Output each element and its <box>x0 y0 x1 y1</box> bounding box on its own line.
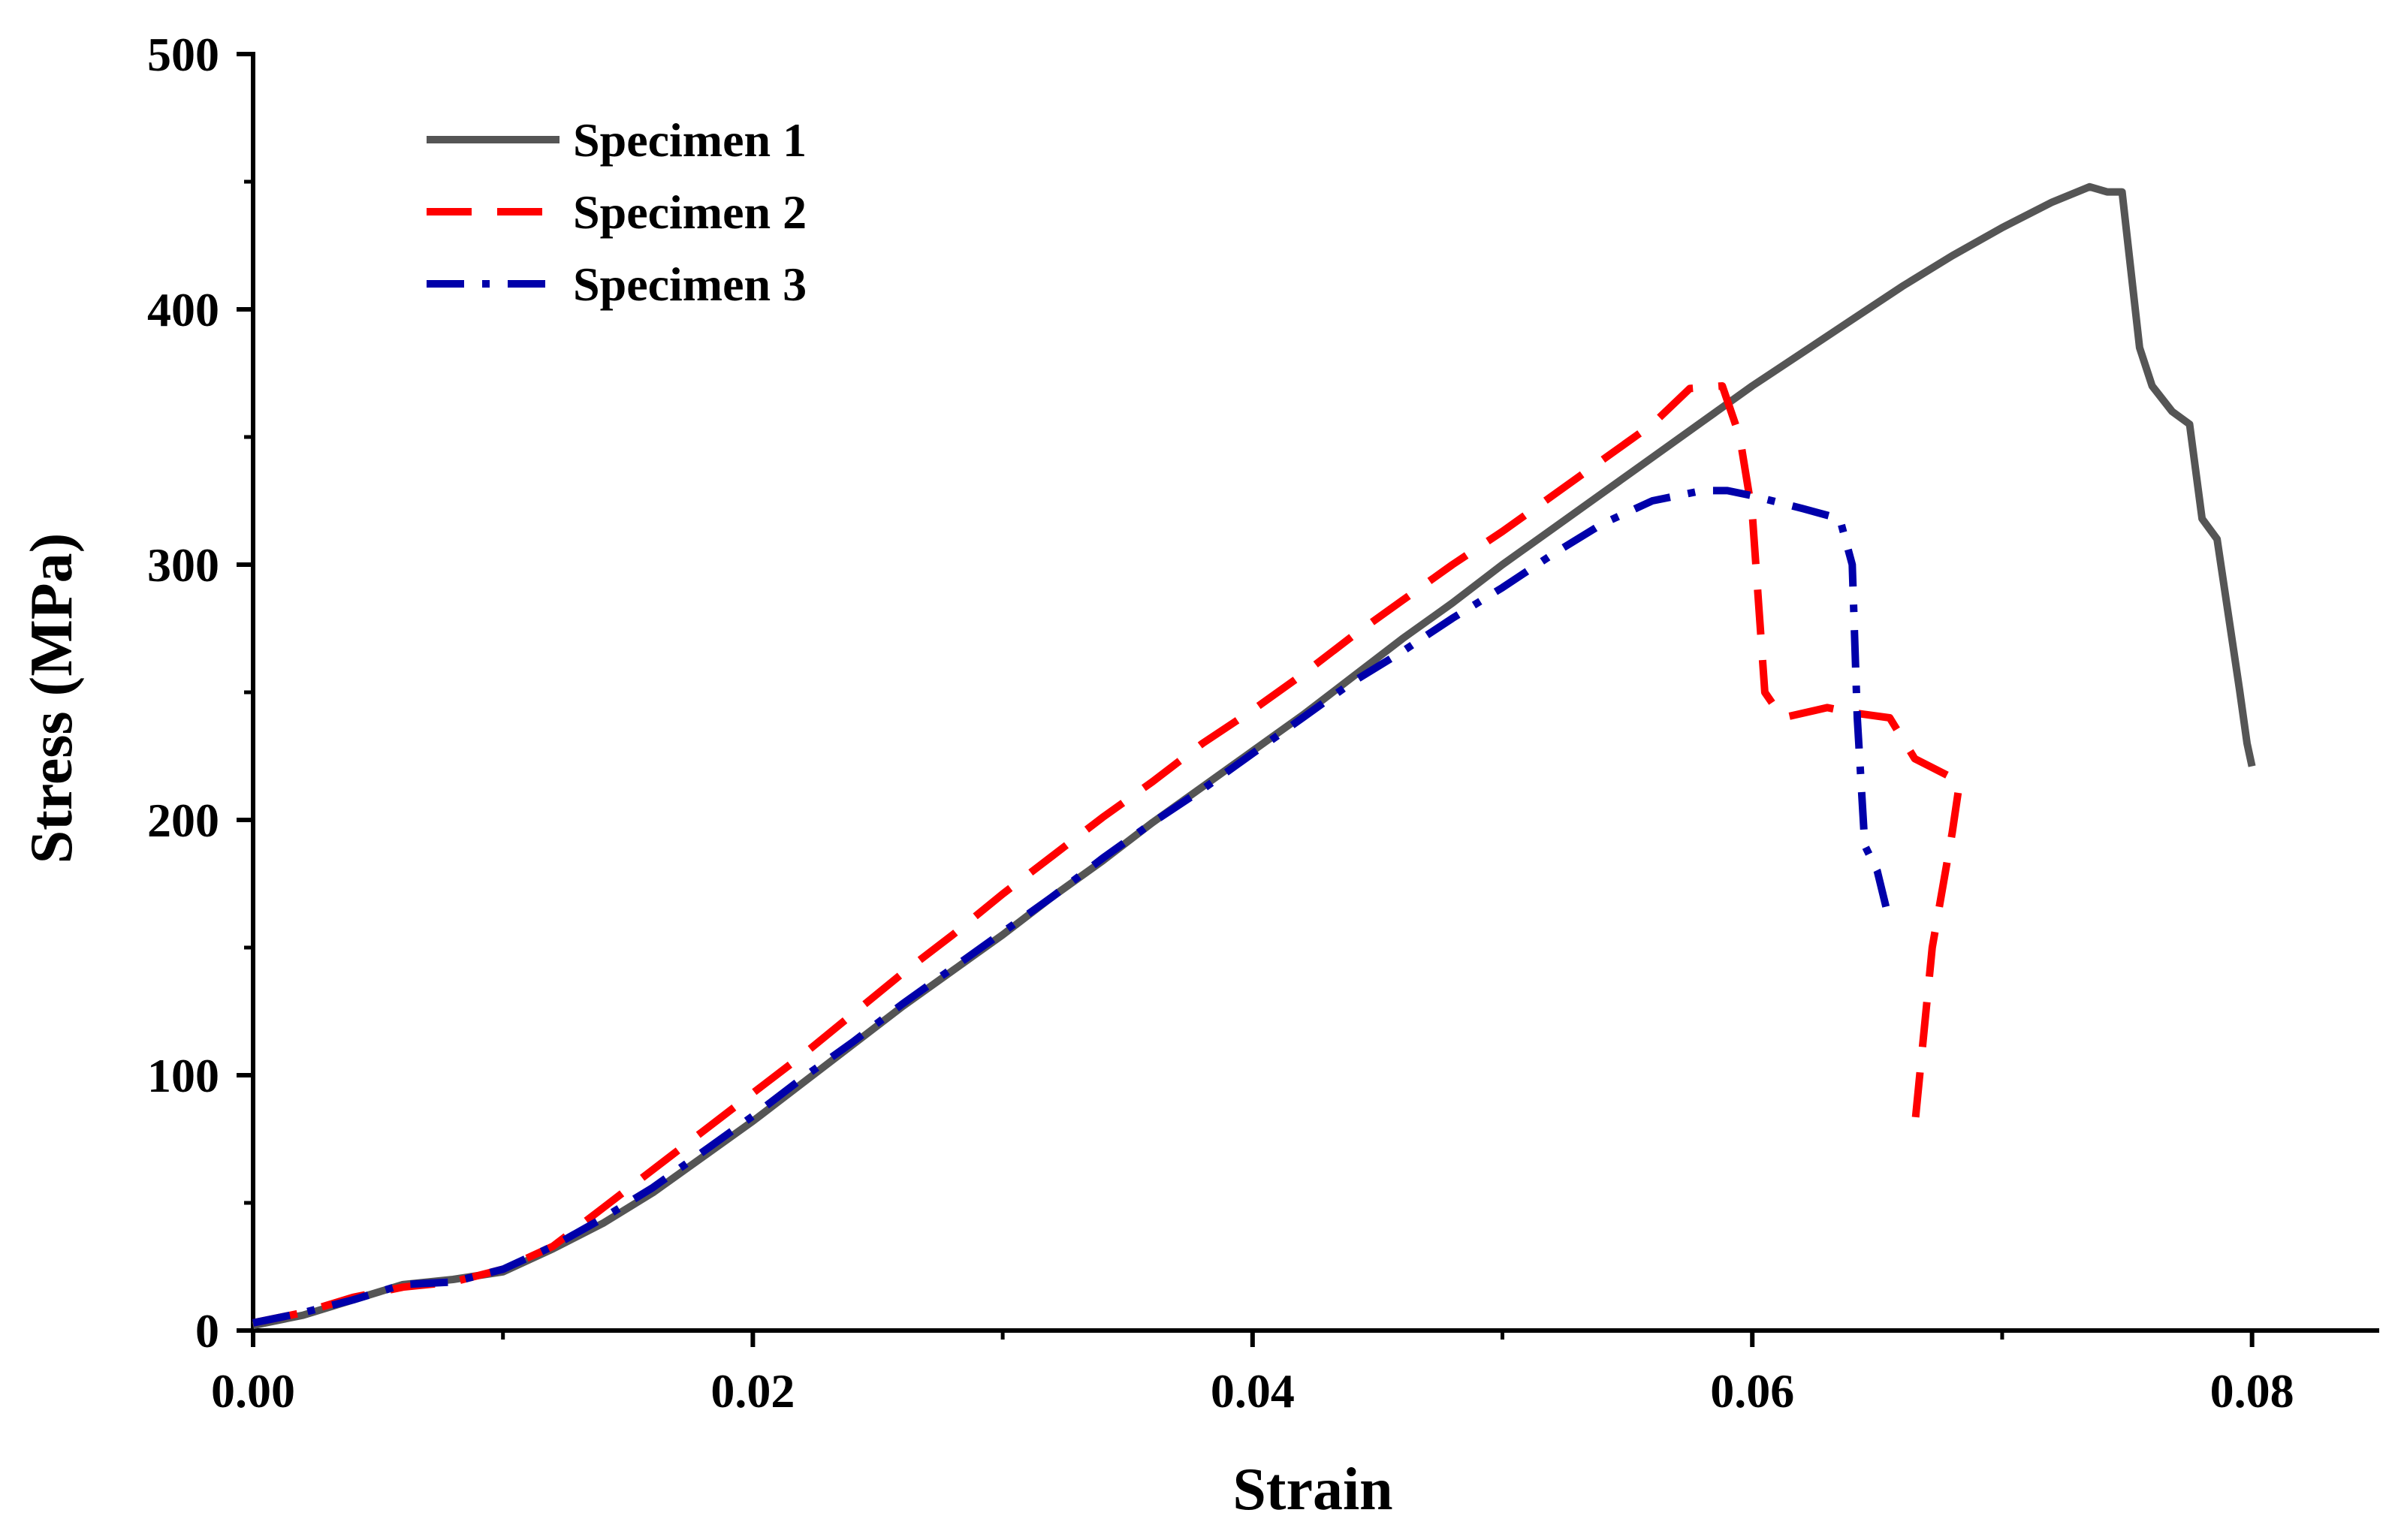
x-tick-label: 0.08 <box>2210 1364 2294 1418</box>
x-tick-label: 0.00 <box>211 1364 295 1418</box>
series-line-specimen-3 <box>252 487 1894 1327</box>
x-axis-label: Strain <box>1232 1457 1392 1523</box>
y-tick-label: 300 <box>147 538 219 592</box>
y-tick-label: 100 <box>147 1049 219 1102</box>
y-tick-label: 400 <box>147 283 219 336</box>
y-tick-label: 500 <box>147 28 219 81</box>
y-axis-label: Stress (MPa) <box>19 533 85 864</box>
x-tick-label: 0.06 <box>1710 1364 1794 1418</box>
axes: 0.00 0.02 0.04 0.06 0.08 0 100 200 300 400 500 <box>147 28 2379 1418</box>
plot-lines <box>252 182 2256 1330</box>
y-tick-label: 200 <box>147 794 219 847</box>
series-line-specimen-2 <box>252 382 1964 1327</box>
legend-label-specimen-2: Specimen 2 <box>573 185 807 239</box>
legend-label-specimen-1: Specimen 1 <box>573 113 807 167</box>
legend: Specimen 1 Specimen 2 Specimen 3 <box>427 113 807 311</box>
x-tick-label: 0.02 <box>710 1364 795 1418</box>
x-tick-label: 0.04 <box>1211 1364 1295 1418</box>
y-tick-label: 0 <box>195 1304 219 1358</box>
series-line-specimen-1 <box>252 182 2256 1330</box>
legend-label-specimen-3: Specimen 3 <box>573 258 807 311</box>
